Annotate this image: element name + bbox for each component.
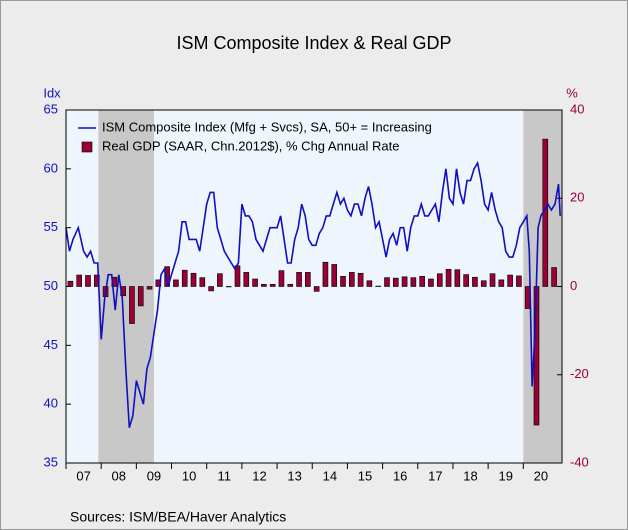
y2-tick-label: -20 (570, 366, 589, 381)
y-tick-label: 60 (44, 160, 58, 175)
chart-title: ISM Composite Index & Real GDP (176, 33, 451, 53)
x-tick-label: 19 (498, 468, 512, 483)
gdp-bar (243, 272, 250, 287)
y2-tick-label: 40 (570, 101, 584, 116)
gdp-bar (322, 261, 329, 287)
x-tick-label: 15 (358, 468, 372, 483)
y-tick-label: 40 (44, 396, 58, 411)
gdp-bar (278, 270, 285, 287)
x-tick-label: 13 (287, 468, 301, 483)
gdp-bar (199, 277, 206, 287)
legend-label: Real GDP (SAAR, Chn.2012$), % Chg Annual… (102, 138, 399, 153)
source-note: Sources: ISM/BEA/Haver Analytics (70, 509, 286, 525)
gdp-bar (472, 276, 478, 287)
plot-border (65, 109, 563, 464)
gdp-bar (551, 267, 557, 287)
x-tick-label: 09 (147, 468, 161, 483)
gdp-bar (480, 280, 487, 287)
gdp-bar (533, 286, 540, 426)
gdp-bar (428, 278, 434, 287)
gdp-bar (287, 283, 294, 287)
gdp-bar (516, 275, 522, 287)
ism-line (65, 160, 561, 428)
y-axis-label: Idx (43, 85, 61, 100)
y2-axis-label: % (566, 85, 578, 100)
x-tick-label: 10 (182, 468, 196, 483)
x-tick-label: 14 (323, 468, 337, 483)
x-tick-label: 12 (252, 468, 266, 483)
gdp-bar (129, 286, 135, 324)
gdp-bar (454, 269, 461, 287)
x-tick-label: 11 (218, 468, 232, 483)
y-tick-label: 55 (44, 219, 58, 234)
gdp-bar (357, 272, 364, 287)
gdp-bar (489, 273, 496, 287)
gdp-bar (313, 286, 320, 292)
gdp-bar (146, 286, 153, 290)
gdp-bar (331, 264, 338, 287)
gdp-bar (507, 274, 513, 287)
gdp-bar (164, 266, 170, 287)
x-tick-label: 16 (393, 468, 407, 483)
x-tick-label: 18 (463, 468, 477, 483)
x-tick-label: 07 (76, 468, 90, 483)
gdp-bar (137, 286, 144, 307)
gdp-bar (190, 272, 197, 287)
gdp-bar (67, 280, 74, 287)
x-tick-label: 20 (534, 468, 548, 483)
y2-tick-label: 20 (570, 190, 584, 205)
gdp-bar (269, 283, 276, 287)
gdp-bar (498, 279, 505, 287)
gdp-bar (173, 279, 179, 287)
gdp-bar (85, 275, 91, 287)
y-tick-label: 45 (44, 337, 58, 352)
gdp-bar (463, 274, 469, 287)
gdp-bar (384, 277, 390, 287)
x-tick-label: 17 (428, 468, 442, 483)
y-tick-label: 35 (44, 454, 58, 469)
y2-tick-label: -40 (570, 454, 589, 469)
gdp-bar (208, 286, 214, 292)
gdp-bar (305, 272, 311, 287)
gdp-bar (436, 273, 443, 287)
y-tick-label: 50 (44, 278, 58, 293)
x-tick-label: 08 (112, 468, 126, 483)
gdp-bar (445, 268, 452, 287)
gdp-bar (76, 274, 82, 287)
gdp-bar (296, 272, 302, 287)
gdp-bar (181, 269, 188, 287)
y-tick-label: 65 (44, 101, 58, 116)
gdp-bar (340, 276, 346, 287)
legend-swatch (81, 141, 93, 153)
gdp-bar (392, 277, 399, 287)
gdp-bar (366, 280, 373, 287)
legend-label: ISM Composite Index (Mfg + Svcs), SA, 50… (102, 119, 432, 134)
gdp-bar (410, 277, 417, 287)
gdp-bar (401, 276, 408, 287)
gdp-bar (261, 283, 267, 287)
y2-tick-label: 0 (570, 278, 577, 293)
gdp-bar (252, 278, 258, 287)
gdp-bar (217, 273, 223, 287)
gdp-bar (349, 272, 355, 287)
gdp-bar (419, 276, 425, 287)
